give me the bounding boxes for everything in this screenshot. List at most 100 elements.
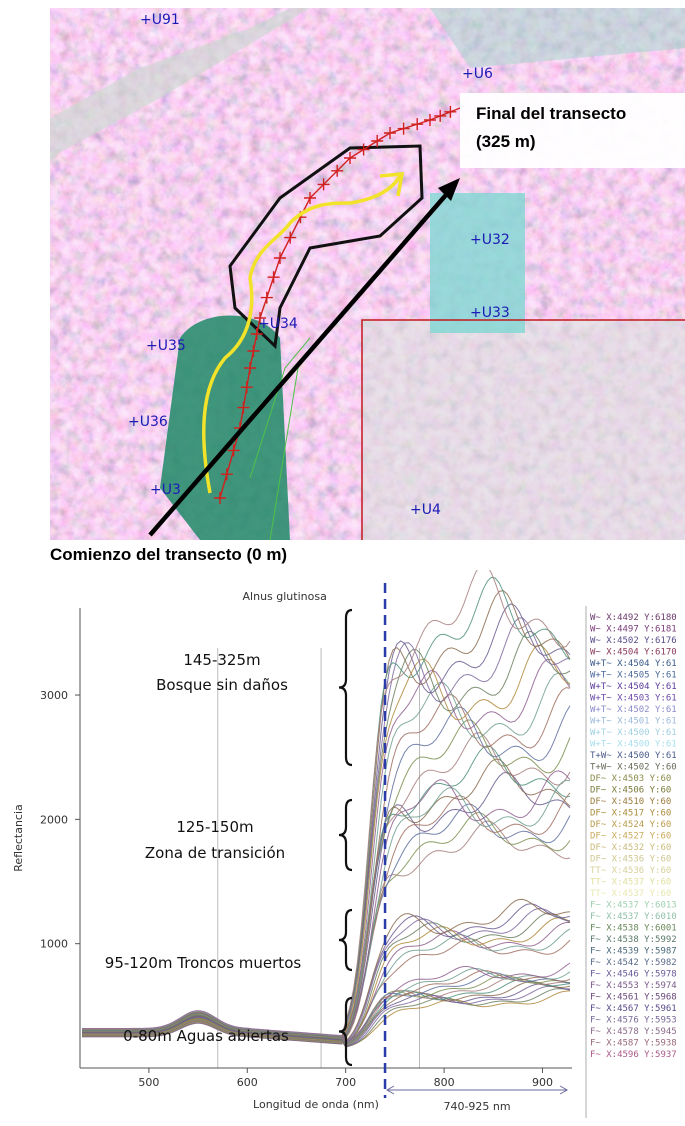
legend-item: DF~ X:4506 Y:60 xyxy=(590,786,671,796)
marker-u35: +U35 xyxy=(146,338,186,354)
legend-item: F~ X:4587 Y:5938 xyxy=(590,1039,677,1049)
legend-item: W~ X:4492 Y:6180 xyxy=(590,613,677,623)
legend-item: F~ X:4537 Y:6013 xyxy=(590,901,677,911)
legend-item: F~ X:4561 Y:5968 xyxy=(590,993,677,1003)
marker-u4: +U4 xyxy=(410,502,441,518)
annotation-line1: 145-325m xyxy=(183,651,260,669)
marker-u34: +U34 xyxy=(258,316,298,332)
legend-item: TT~ X:4536 Y:60 xyxy=(590,866,671,876)
transect-cross xyxy=(214,492,226,504)
legend-item: TT~ X:4537 Y:60 xyxy=(590,878,671,888)
x-tick-label: 900 xyxy=(532,1076,553,1089)
annotation-brace xyxy=(338,908,353,972)
legend-item: DF~ X:4503 Y:60 xyxy=(590,774,671,784)
satellite-image-svg xyxy=(50,8,685,540)
x-tick-label: 700 xyxy=(335,1076,356,1089)
legend-item: W+T~ X:4501 Y:61 xyxy=(590,717,677,727)
transect-cross xyxy=(344,152,356,164)
transect-cross xyxy=(434,109,447,122)
transect-cross xyxy=(254,312,266,324)
transect-cross xyxy=(304,192,316,204)
legend-item: DF~ X:4524 Y:60 xyxy=(590,820,671,830)
marker-u36: +U36 xyxy=(128,414,168,430)
transect-cross xyxy=(284,231,297,244)
legend-item: DF~ X:4536 Y:60 xyxy=(590,855,671,865)
x-tick-label: 600 xyxy=(237,1076,258,1089)
legend-item: TT~ X:4537 Y:60 xyxy=(590,889,671,899)
marker-u3: +U3 xyxy=(150,482,181,498)
transect-cross xyxy=(371,135,384,147)
transect-cross xyxy=(397,122,410,135)
transect-cross xyxy=(357,143,370,156)
annotation-brace xyxy=(338,798,353,872)
legend-item: F~ X:4538 Y:6001 xyxy=(590,924,677,934)
annotation-line2: Bosque sin daños xyxy=(156,676,288,694)
legend-item: DF~ X:4510 Y:60 xyxy=(590,797,671,807)
transect-cross xyxy=(240,381,253,394)
transect-cross xyxy=(331,164,344,177)
transect-cross xyxy=(411,118,424,131)
transect-cross xyxy=(220,468,233,481)
transect-start-label: Comienzo del transecto (0 m) xyxy=(50,545,288,564)
legend-item: W~ X:4497 Y:6181 xyxy=(590,625,677,635)
legend-item: W+T~ X:4500 Y:61 xyxy=(590,740,677,750)
marker-u91: +U91 xyxy=(140,12,180,28)
x-axis-label: Longitud de onda (nm) xyxy=(253,1098,379,1111)
transect-cross xyxy=(250,328,263,340)
transect-cross xyxy=(227,444,240,457)
annotation-line2: Zona de transición xyxy=(145,844,285,862)
legend-item: W~ X:4504 Y:6170 xyxy=(590,648,677,658)
transect-cross xyxy=(267,271,280,284)
transect-cross xyxy=(444,105,457,118)
transect-cross xyxy=(384,127,396,139)
satellite-image: +U91 +U6 +U32 +U33 +U34 +U35 +U36 +U3 +U… xyxy=(50,8,685,540)
legend-item: F~ X:4546 Y:5978 xyxy=(590,970,677,980)
legend-item: T+W~ X:4502 Y:60 xyxy=(590,763,677,773)
reflectance-chart-svg: Alnus glutinosa 500 600 700 800 900 1000 2000 30… xyxy=(12,563,677,1118)
legend-item: W+T~ X:4504 Y:61 xyxy=(590,682,677,692)
legend-item: F~ X:4576 Y:5953 xyxy=(590,1016,677,1026)
legend-item: W+T~ X:4505 Y:61 xyxy=(590,671,677,681)
legend-item: F~ X:4542 Y:5982 xyxy=(590,958,677,968)
range-arrow-right-head xyxy=(559,1085,569,1095)
transect-crosses xyxy=(219,107,461,499)
legend-item: W+T~ X:4504 Y:61 xyxy=(590,659,677,669)
legend-item: F~ X:4537 Y:6010 xyxy=(590,912,677,922)
annotation-brace xyxy=(338,608,353,767)
legend-item: T+W~ X:4500 Y:61 xyxy=(590,751,677,761)
transect-cross xyxy=(274,252,286,264)
marker-u32: +U32 xyxy=(470,232,510,248)
y-tick-label: 3000 xyxy=(40,689,68,702)
spectrum-line xyxy=(82,962,571,1044)
legend-item: F~ X:4567 Y:5961 xyxy=(590,1004,677,1014)
annotation-line1: 95-120m Troncos muertos xyxy=(105,954,302,972)
transect-cross xyxy=(424,114,436,126)
y-tick-label: 1000 xyxy=(40,938,68,951)
legend-item: DF~ X:4527 Y:60 xyxy=(590,832,671,842)
legend-item: F~ X:4538 Y:5992 xyxy=(590,935,677,945)
transect-cross xyxy=(317,178,330,191)
transect-end-label-line1: Final del transecto xyxy=(476,104,627,123)
reflectance-chart: Alnus glutinosa 500 600 700 800 900 1000 2000 30… xyxy=(0,563,685,1121)
legend-item: W+T~ X:4500 Y:61 xyxy=(590,728,677,738)
legend-item: F~ X:4553 Y:5974 xyxy=(590,981,677,991)
annotation-line1: 125-150m xyxy=(176,818,253,836)
plot-area xyxy=(80,608,572,1068)
transect-cross xyxy=(244,362,256,374)
transect-cross xyxy=(237,401,250,414)
legend-item: F~ X:4578 Y:5945 xyxy=(590,1027,677,1037)
chart-title: Alnus glutinosa xyxy=(243,590,327,603)
transect-end-label-line2: (325 m) xyxy=(476,132,536,151)
y-tick-label: 2000 xyxy=(40,813,68,826)
legend-item: W+T~ X:4502 Y:61 xyxy=(590,705,677,715)
legend-item: W~ X:4502 Y:6176 xyxy=(590,636,677,646)
transect-cross xyxy=(260,291,273,304)
range-arrow-left-head xyxy=(386,1085,395,1095)
annotation-line1: 0-80m Aguas abiertas xyxy=(123,1027,289,1045)
x-tick-label: 500 xyxy=(138,1076,159,1089)
legend-item: W+T~ X:4503 Y:61 xyxy=(590,694,677,704)
marker-u33: +U33 xyxy=(470,305,510,321)
range-label: 740-925 nm xyxy=(443,1100,510,1113)
annotation-brace xyxy=(338,996,353,1067)
legend-item: DF~ X:4517 Y:60 xyxy=(590,809,671,819)
